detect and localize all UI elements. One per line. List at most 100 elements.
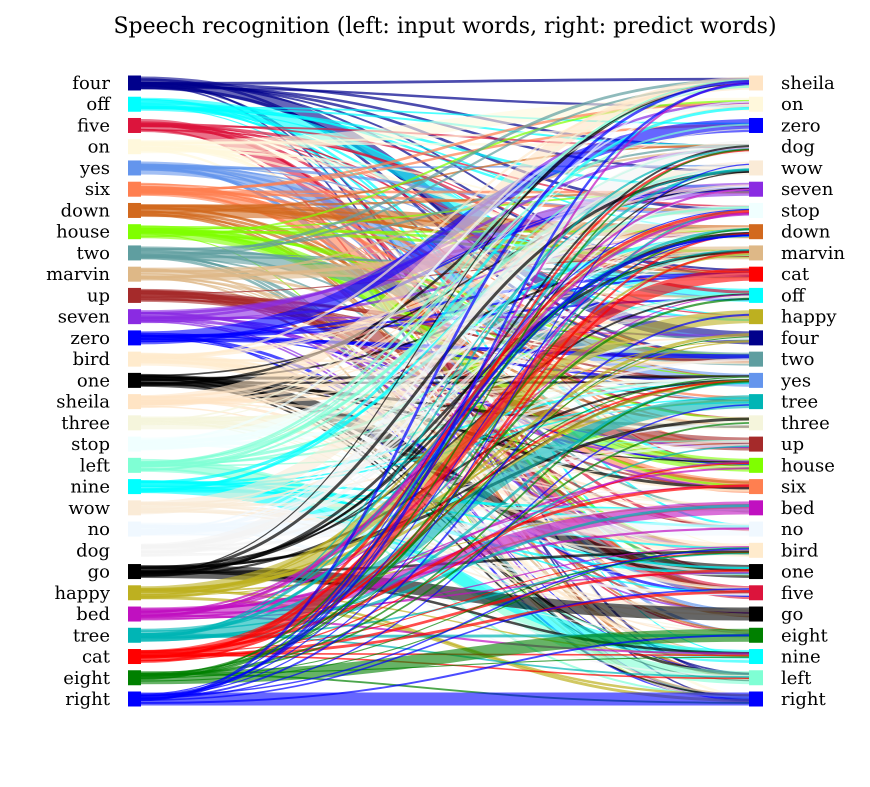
right-node-cat [749,266,763,282]
left-label-happy: happy [54,583,110,604]
left-label-house: house [56,222,110,243]
right-node-on [749,96,763,112]
flow-cat-to-down [140,232,758,653]
flow-right-to-sheila [140,79,758,702]
right-label-go: go [781,604,803,625]
left-node-three [128,415,141,431]
left-label-six: six [85,179,110,200]
chart-title: Speech recognition (left: input words, r… [113,14,776,39]
flow-zero-to-seven [140,188,758,340]
flow-cat-to-left [140,654,758,680]
right-label-three: three [781,413,830,434]
right-label-dog: dog [781,137,815,158]
left-node-wow [128,500,141,516]
right-label-wow: wow [781,158,823,179]
right-label-on: on [781,94,804,115]
right-label-four: four [781,328,819,349]
right-node-bed [749,500,763,516]
left-node-tree [128,627,141,643]
left-node-six [128,181,141,197]
right-node-nine [749,649,763,665]
right-node-one [749,564,763,580]
flow-tree-to-dog [140,148,758,639]
flow-eight-to-nine [140,656,758,674]
right-node-happy [749,309,763,325]
flow-right-to-happy [140,313,758,700]
flow-left-to-zero [140,123,758,472]
flow-nine-to-bird [140,488,758,550]
flow-right-to-down [140,234,758,697]
flow-nine-to-on [140,106,758,493]
left-node-five [128,117,141,133]
right-label-stop: stop [781,200,820,221]
right-label-right: right [781,689,826,710]
right-node-wow [749,160,763,176]
right-node-up [749,436,763,452]
flow-happy-to-four [140,341,758,591]
left-label-cat: cat [82,647,111,668]
left-node-one [128,372,141,388]
flow-bird-to-down [140,226,758,358]
right-label-happy: happy [781,307,837,328]
left-node-zero [128,330,141,346]
left-node-on [128,139,141,155]
right-label-left: left [781,668,812,689]
right-label-yes: yes [780,370,811,391]
right-node-five [749,585,763,601]
right-node-six [749,479,763,495]
flow-links [140,76,758,706]
right-node-house [749,457,763,473]
right-label-one: one [781,562,814,583]
flow-go-to-sheila [140,82,758,574]
left-label-no: no [88,519,110,540]
right-label-down: down [781,222,831,243]
flow-eight-to-bird [140,552,758,679]
flow-right-to-down [140,234,758,698]
left-node-stop [128,436,141,452]
left-label-bed: bed [76,604,110,625]
flow-happy-to-four [140,333,758,594]
flow-bird-to-two [140,358,758,365]
flow-one-to-seven [140,187,758,377]
right-label-up: up [781,434,804,455]
right-node-eight [749,627,763,643]
left-label-five: five [77,115,110,136]
flow-four-to-sheila [140,77,758,85]
flow-cat-to-stop [140,209,758,659]
left-node-up [128,287,141,303]
left-node-happy [128,585,141,601]
flow-zero-to-zero [140,118,758,345]
left-node-marvin [128,266,141,282]
flow-right-to-tree [140,404,758,699]
right-node-zero [749,117,763,133]
flow-eight-to-four [140,336,758,674]
left-label-tree: tree [73,625,110,646]
left-node-left [128,457,141,473]
flow-bed-to-sheila [140,81,758,614]
left-label-two: two [77,243,110,264]
right-node-off [749,287,763,303]
right-label-zero: zero [781,115,821,136]
flow-two-to-sheila [140,78,758,257]
flow-three-to-zero [140,128,758,423]
flow-stop-to-down [140,228,758,444]
flow-left-to-sheila [140,78,758,464]
right-label-sheila: sheila [781,73,835,94]
flow-eight-to-yes [140,380,758,677]
left-label-stop: stop [71,434,110,455]
left-node-sheila [128,394,141,410]
right-node-go [749,606,763,622]
left-label-sheila: sheila [56,392,110,413]
right-nodes [749,75,763,707]
flow-eight-to-off [140,297,758,679]
left-label-right: right [65,689,110,710]
flow-right-to-eight [140,634,758,704]
left-node-down [128,202,141,218]
flow-wow-to-house [140,466,758,508]
right-label-five: five [781,583,814,604]
left-node-cat [128,649,141,665]
left-node-bed [128,606,141,622]
left-label-go: go [88,562,110,583]
right-node-seven [749,181,763,197]
right-label-nine: nine [781,647,821,668]
